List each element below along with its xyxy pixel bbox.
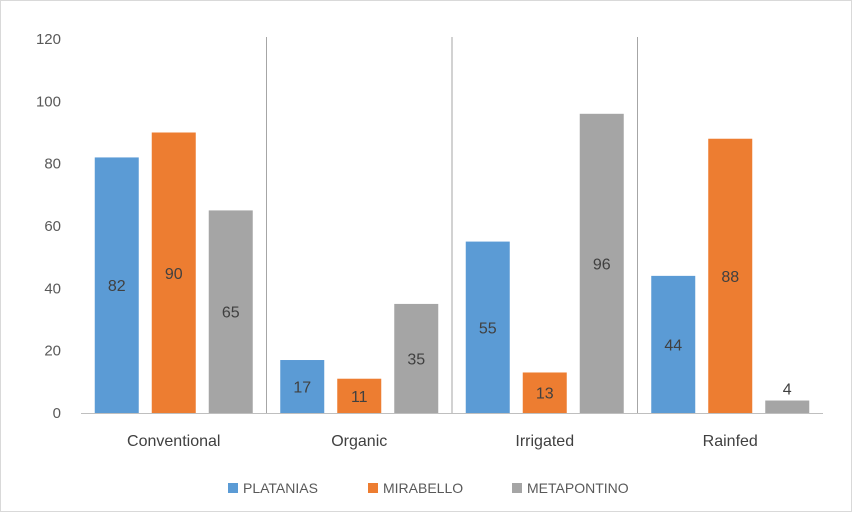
x-tick-label: Irrigated <box>515 433 574 450</box>
data-label: 35 <box>407 351 425 368</box>
bar-platanias-rainfed <box>651 275 696 413</box>
bar-mirabello-conventional <box>151 132 196 413</box>
bar-mirabello-organic <box>337 378 382 413</box>
bar-platanias-conventional <box>94 157 139 413</box>
data-label: 65 <box>222 305 240 322</box>
bar-metapontino-rainfed <box>765 400 810 413</box>
legend-item: METAPONTINO <box>512 480 629 496</box>
data-label: 55 <box>479 320 497 337</box>
category-separators <box>266 37 638 413</box>
y-tick-label: 20 <box>44 343 61 360</box>
x-tick-label: Organic <box>331 433 387 450</box>
data-label: 96 <box>593 256 611 273</box>
legend-label: METAPONTINO <box>527 480 629 496</box>
bars <box>94 113 810 414</box>
y-tick-label: 60 <box>44 218 61 235</box>
data-label: 13 <box>536 386 554 403</box>
bar-mirabello-irrigated <box>522 372 567 413</box>
x-tick-label: Conventional <box>127 433 220 450</box>
y-tick-label: 40 <box>44 280 61 297</box>
bar-metapontino-organic <box>394 303 439 413</box>
data-label: 17 <box>293 380 311 397</box>
y-axis: 0 20 40 60 80 100 120 <box>36 31 61 422</box>
y-tick-label: 120 <box>36 31 61 48</box>
x-tick-label: Rainfed <box>703 433 758 450</box>
y-tick-label: 100 <box>36 93 61 110</box>
data-label: 44 <box>664 337 682 354</box>
legend-label: PLATANIAS <box>243 480 318 496</box>
data-label: 4 <box>783 382 792 399</box>
data-label: 88 <box>721 269 739 286</box>
legend-item: PLATANIAS <box>228 480 318 496</box>
legend-item: MIRABELLO <box>368 480 463 496</box>
legend-swatch <box>368 483 378 493</box>
data-labels: 82 17 55 44 90 11 13 88 65 35 96 4 <box>108 256 792 405</box>
bar-metapontino-conventional <box>208 210 253 413</box>
y-tick-label: 0 <box>53 405 61 422</box>
x-axis: Conventional Organic Irrigated Rainfed <box>127 433 758 450</box>
data-label: 11 <box>351 389 368 406</box>
y-tick-label: 80 <box>44 156 61 173</box>
bar-platanias-organic <box>280 360 325 413</box>
data-label: 82 <box>108 278 126 295</box>
data-label: 90 <box>165 266 183 283</box>
legend: PLATANIAS MIRABELLO METAPONTINO <box>228 480 629 496</box>
legend-swatch <box>228 483 238 493</box>
bar-mirabello-rainfed <box>708 138 753 413</box>
bar-platanias-irrigated <box>465 241 510 413</box>
bar-metapontino-irrigated <box>579 113 624 414</box>
legend-label: MIRABELLO <box>383 480 463 496</box>
legend-swatch <box>512 483 522 493</box>
